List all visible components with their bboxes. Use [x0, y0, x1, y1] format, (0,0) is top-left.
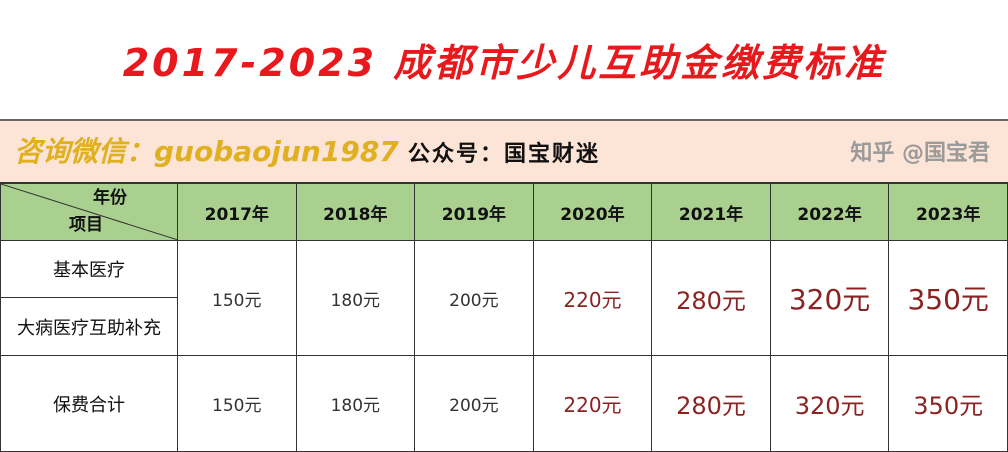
- fee-table: 年份 项目 2017年 2018年 2019年 2020年 2021年 2022…: [0, 183, 1008, 452]
- total-cell: 200元: [414, 355, 534, 452]
- premium-cell: 280元: [651, 240, 771, 356]
- page-title: 2017-2023 成都市少儿互助金缴费标准: [122, 41, 886, 85]
- table-row: 基本医疗 150元 180元 200元 220元 280元 320元 350元: [0, 240, 1008, 356]
- premium-cell: 180元: [295, 240, 416, 356]
- premium-cell: 200元: [414, 240, 534, 356]
- year-header: 2020年: [532, 183, 653, 241]
- total-cell: 150元: [177, 355, 297, 452]
- year-header: 2018年: [295, 183, 416, 241]
- premium-cell: 320元: [769, 240, 890, 356]
- table-row: 大病医疗互助补充: [0, 297, 1008, 356]
- total-cell: 320元: [769, 355, 890, 452]
- zhihu-watermark: 知乎 @国宝君: [850, 141, 990, 166]
- diagonal-line: [1, 184, 178, 240]
- year-header: 2017年: [177, 183, 297, 241]
- total-cell: 280元: [651, 355, 771, 452]
- subtitle-band: 公众号：国宝财迷: [0, 121, 1008, 183]
- premium-cell: 150元: [177, 240, 297, 356]
- year-header: 2021年: [651, 183, 771, 241]
- title-banner: 2017-2023 成都市少儿互助金缴费标准: [0, 0, 1008, 121]
- row-label: 保费合计: [0, 355, 178, 452]
- premium-cell: 220元: [532, 240, 653, 356]
- corner-year-label: 年份: [93, 188, 127, 208]
- corner-cell: 年份 项目: [0, 183, 178, 241]
- row-label: 大病医疗互助补充: [0, 297, 178, 356]
- year-header: 2022年: [769, 183, 890, 241]
- total-cell: 180元: [295, 355, 416, 452]
- year-header: 2023年: [888, 183, 1008, 241]
- total-cell: 220元: [532, 355, 653, 452]
- wechat-watermark: 咨询微信：guobaojun1987: [14, 135, 399, 168]
- total-cell: 350元: [888, 355, 1008, 452]
- table-row: 保费合计 150元 180元 200元 220元 280元 320元 350元: [0, 355, 1008, 452]
- premium-cell: 350元: [888, 240, 1008, 356]
- corner-item-label: 项目: [69, 215, 103, 235]
- year-header: 2019年: [414, 183, 534, 241]
- subtitle: 公众号：国宝财迷: [407, 141, 600, 167]
- header-row: 年份 项目 2017年 2018年 2019年 2020年 2021年 2022…: [0, 183, 1008, 241]
- row-label: 基本医疗: [0, 240, 178, 298]
